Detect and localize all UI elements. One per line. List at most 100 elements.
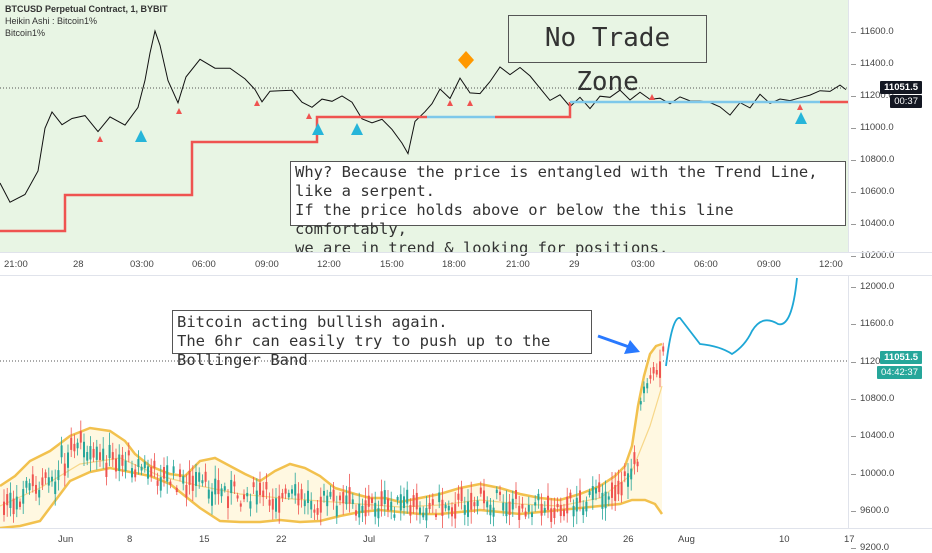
candle-body xyxy=(489,504,492,516)
candle-body xyxy=(54,481,57,495)
candle-body xyxy=(518,505,521,520)
candle-body xyxy=(329,491,332,497)
candle-body xyxy=(249,501,252,509)
candle-body xyxy=(41,477,44,486)
top-price-tick: 11000.0 xyxy=(851,122,894,133)
top-time-tick: 06:00 xyxy=(694,259,718,270)
candle-body xyxy=(243,494,245,500)
candle-body xyxy=(502,502,505,511)
bottom-time-axis[interactable]: Jun 8 15 22 Jul 7 13 20 26 Aug 10 17 xyxy=(0,528,932,550)
candle-body xyxy=(262,490,265,498)
top-price-tick: 11200.0 xyxy=(851,90,894,101)
top-time-tick: 29 xyxy=(569,259,580,270)
buy-signal-icon xyxy=(351,123,363,135)
bottom-chart-pane[interactable]: Bitcoin acting bullish again. The 6hr ca… xyxy=(0,276,932,553)
candle-body xyxy=(342,492,345,504)
candle-body xyxy=(422,512,425,518)
candle-body xyxy=(559,504,562,517)
candle-body xyxy=(473,502,476,507)
candle-body xyxy=(201,480,204,484)
candle-body xyxy=(521,504,524,509)
bottom-time-tick: 17 xyxy=(844,534,855,545)
candle-body xyxy=(611,482,613,498)
buy-signal-icon xyxy=(795,112,807,124)
candle-body xyxy=(652,367,655,374)
arrow-head-icon xyxy=(624,340,640,354)
candle-body xyxy=(223,486,226,491)
top-time-axis[interactable]: 21:00 28 03:00 06:00 09:00 12:00 15:00 18:00 21:… xyxy=(0,252,932,276)
sell-marker-icon xyxy=(176,108,182,114)
candle-body xyxy=(412,495,415,507)
bottom-time-tick: 20 xyxy=(557,534,568,545)
candle-body xyxy=(134,469,137,478)
callout-line-1: Why? Because the price is entangled with… xyxy=(295,163,818,200)
top-time-tick: 21:00 xyxy=(4,259,28,270)
sell-marker-icon xyxy=(306,113,312,119)
candle-body xyxy=(403,496,405,509)
top-time-tick: 12:00 xyxy=(317,259,341,270)
bottom-price-tick: 10400.0 xyxy=(850,430,895,442)
legend-heikin-ashi[interactable]: Heikin Ashi : Bitcoin1% xyxy=(5,16,98,26)
candle-body xyxy=(297,493,300,506)
candle-body xyxy=(255,490,258,505)
buy-signal-icon xyxy=(135,130,147,142)
candle-body xyxy=(278,495,281,513)
candle-body xyxy=(495,489,498,494)
bottom-price-scale[interactable]: 12000.0 11600.0 11200.0 10800.0 10400.0 10000… xyxy=(848,276,932,553)
candle-body xyxy=(47,477,50,486)
candle-body xyxy=(479,487,482,494)
candle-body xyxy=(102,448,105,461)
candle-body xyxy=(604,491,607,509)
candle-body xyxy=(643,386,645,394)
candle-body xyxy=(323,490,325,496)
candle-body xyxy=(627,473,629,487)
candle-body xyxy=(367,495,370,507)
legend-indicator[interactable]: Bitcoin1% xyxy=(5,28,46,38)
candle-body xyxy=(140,466,143,471)
diamond-marker-icon xyxy=(458,51,474,69)
candle-body xyxy=(115,458,117,472)
candle-body xyxy=(25,480,28,488)
bottom-price-tick: 10800.0 xyxy=(850,392,895,404)
legend-symbol-title[interactable]: BTCUSD Perpetual Contract, 1, BYBIT xyxy=(5,4,168,14)
candle-body xyxy=(396,496,399,501)
candle-body xyxy=(633,452,636,465)
candle-body xyxy=(406,489,409,504)
top-time-tick: 03:00 xyxy=(130,259,154,270)
candle-body xyxy=(537,493,540,501)
top-current-price-badge: 11051.5 xyxy=(880,81,922,94)
top-chart-pane[interactable]: BTCUSD Perpetual Contract, 1, BYBIT Heik… xyxy=(0,0,932,261)
candle-body xyxy=(214,478,217,495)
candle-body xyxy=(364,500,367,517)
bottom-countdown-badge: 04:42:37 xyxy=(877,366,922,379)
candle-body xyxy=(377,508,380,519)
candle-body xyxy=(211,491,213,506)
top-time-tick: 06:00 xyxy=(192,259,216,270)
candle-body xyxy=(499,491,501,495)
candle-body xyxy=(156,480,159,486)
candle-body xyxy=(527,504,530,512)
buy-signal-icon xyxy=(312,123,324,135)
candle-body xyxy=(86,452,89,461)
candle-body xyxy=(431,499,434,505)
candle-body xyxy=(476,500,479,507)
candle-body xyxy=(531,512,533,518)
bottom-current-price-badge: 11051.5 xyxy=(880,351,922,364)
candle-body xyxy=(358,503,361,518)
candle-body xyxy=(291,489,293,494)
candle-body xyxy=(159,477,162,491)
candle-body xyxy=(547,495,549,510)
bullish-line-2: The 6hr can easily try to push up to the… xyxy=(177,332,551,369)
candle-body xyxy=(252,482,255,488)
candle-body xyxy=(233,481,236,487)
candle-body xyxy=(371,497,373,503)
bottom-time-tick: 7 xyxy=(424,534,430,545)
bottom-chart-canvas[interactable] xyxy=(0,276,848,528)
candle-body xyxy=(553,507,556,518)
candle-body xyxy=(441,499,444,516)
callout-arrow xyxy=(597,334,633,350)
top-price-scale[interactable]: 11600.0 11400.0 11200.0 11000.0 10800.0 10600… xyxy=(848,0,932,261)
candle-body xyxy=(127,450,130,456)
candle-body xyxy=(607,496,610,500)
sell-marker-icon xyxy=(447,100,453,106)
